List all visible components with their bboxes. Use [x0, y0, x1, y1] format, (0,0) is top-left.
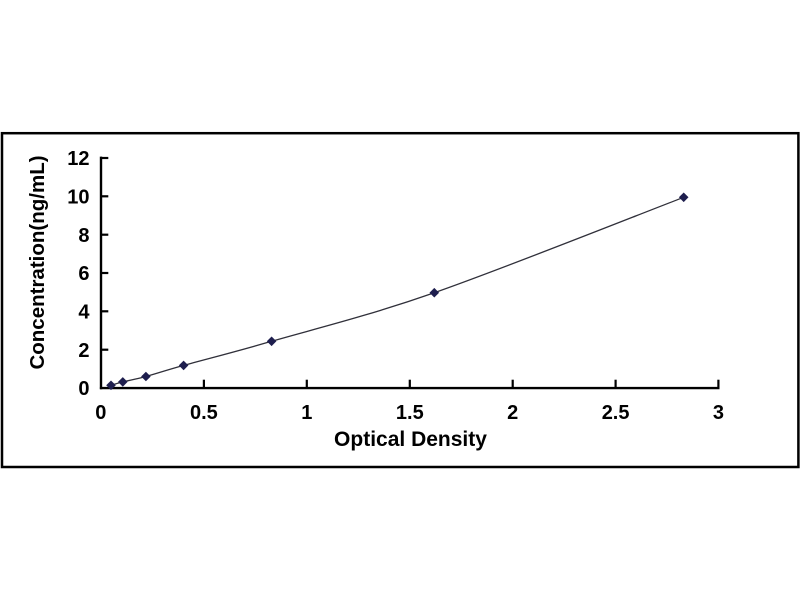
svg-text:3: 3	[713, 402, 724, 424]
svg-text:0: 0	[78, 378, 89, 400]
svg-text:2: 2	[78, 340, 89, 362]
svg-text:0: 0	[95, 402, 106, 424]
svg-text:0.5: 0.5	[190, 402, 218, 424]
svg-text:2.5: 2.5	[602, 402, 630, 424]
svg-text:8: 8	[78, 225, 89, 247]
svg-text:12: 12	[67, 148, 89, 170]
svg-text:10: 10	[67, 187, 89, 209]
svg-text:1: 1	[301, 402, 312, 424]
svg-text:Concentration(ng/mL): Concentration(ng/mL)	[26, 155, 49, 369]
svg-text:1.5: 1.5	[396, 402, 424, 424]
svg-text:Optical Density: Optical Density	[334, 428, 487, 451]
svg-text:2: 2	[507, 402, 518, 424]
svg-text:6: 6	[78, 263, 89, 285]
svg-text:4: 4	[78, 302, 90, 324]
